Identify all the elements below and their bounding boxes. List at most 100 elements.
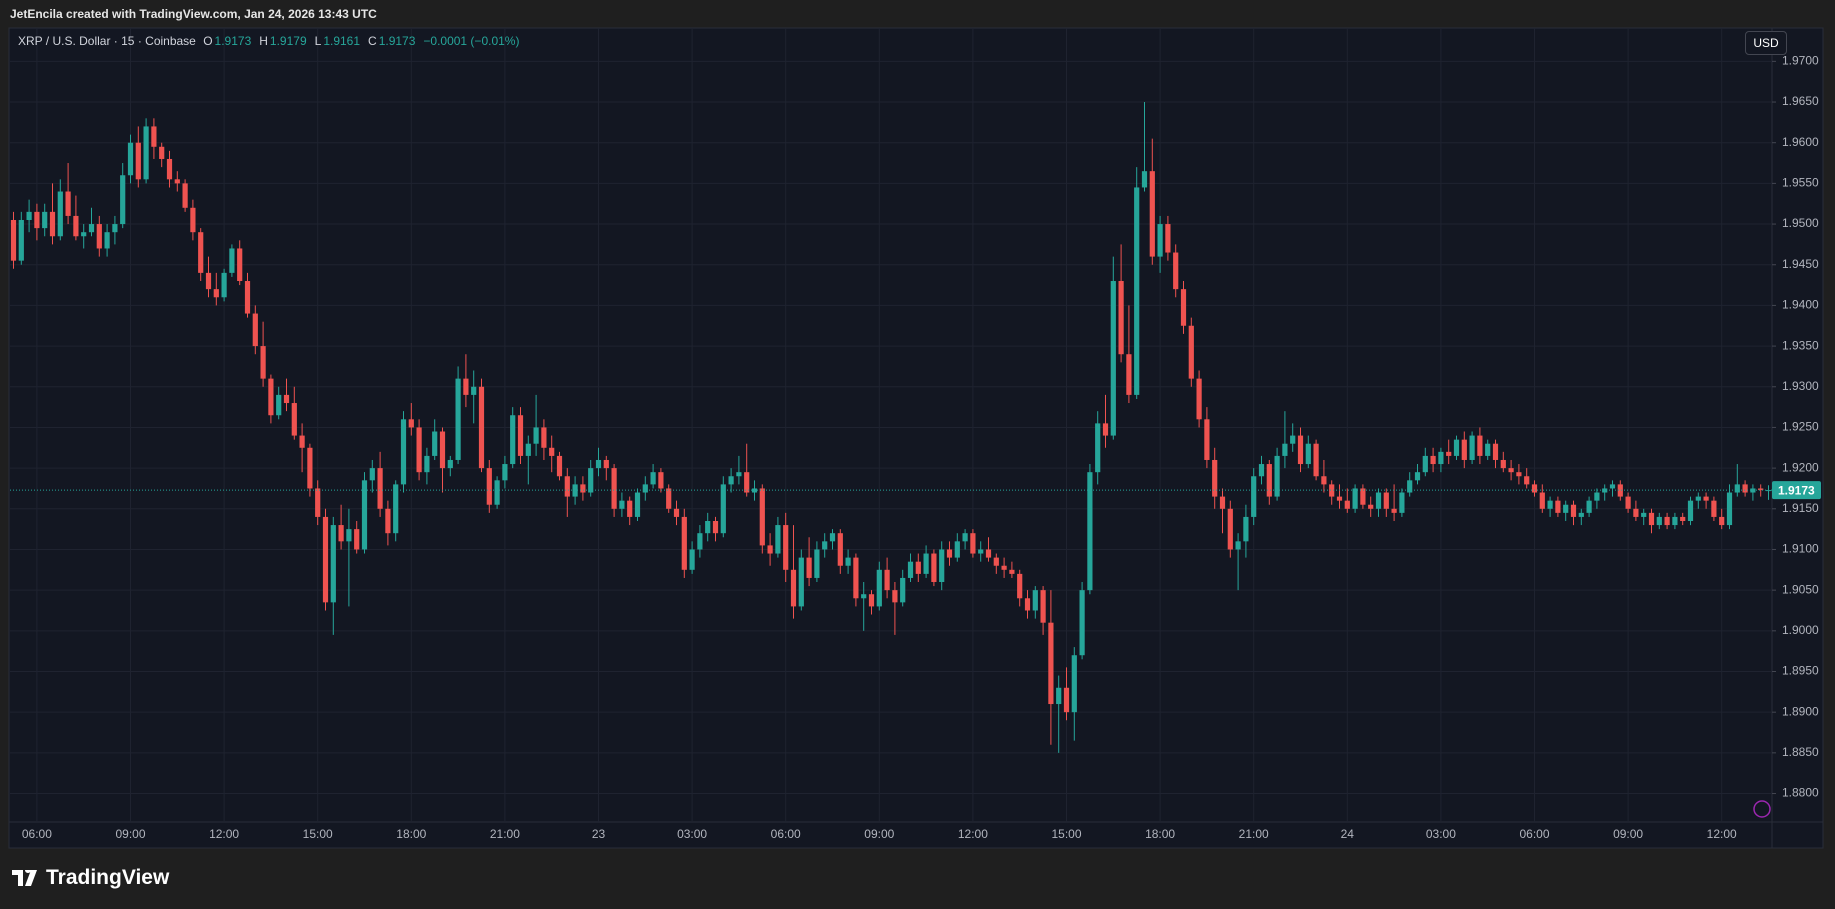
- candle-body: [1672, 516, 1678, 526]
- y-tick-label: 1.9300: [1782, 379, 1819, 393]
- candle-body: [798, 557, 804, 607]
- candle-body: [1617, 484, 1623, 497]
- x-tick-label: 12:00: [958, 827, 988, 841]
- ohlc-value: 1.9173: [214, 34, 252, 48]
- candle-body: [915, 561, 921, 574]
- candle-body: [1539, 492, 1545, 509]
- candle-body: [510, 415, 516, 465]
- change: −0.0001 (−0.01%): [423, 34, 520, 48]
- candle-body: [198, 232, 204, 273]
- candle-body: [455, 378, 461, 460]
- candle-body: [541, 427, 547, 448]
- x-tick-label: 18:00: [1145, 827, 1175, 841]
- x-tick-label: 03:00: [1426, 827, 1456, 841]
- candle-body: [1391, 508, 1397, 513]
- candle-body: [1118, 281, 1124, 355]
- candle-body: [1500, 459, 1506, 469]
- candle-body: [861, 594, 867, 599]
- candle-body: [315, 488, 321, 517]
- candle-body: [736, 472, 742, 477]
- x-tick-label: 12:00: [1707, 827, 1737, 841]
- candle-body: [65, 191, 71, 216]
- candle-body: [159, 146, 165, 159]
- ohlc-key: L: [314, 34, 322, 48]
- candle-body: [338, 525, 344, 542]
- last-price-tag: [1772, 481, 1821, 500]
- x-tick-label: 09:00: [115, 827, 145, 841]
- candle-body: [829, 533, 836, 542]
- candle-body: [1009, 569, 1015, 574]
- candle-body: [416, 427, 422, 473]
- candle-body: [845, 557, 851, 566]
- candle-body: [1446, 451, 1452, 456]
- candle-body: [634, 492, 641, 517]
- candle-body: [322, 516, 329, 603]
- candle-body: [1422, 455, 1428, 473]
- x-tick-label: 15:00: [1051, 827, 1081, 841]
- last-price-label: 1.9173: [1778, 483, 1815, 497]
- candle-body: [978, 549, 984, 554]
- candle-body: [1134, 187, 1140, 395]
- candle-body: [595, 459, 602, 469]
- candle-body: [478, 386, 485, 469]
- candle-body: [1375, 492, 1382, 509]
- candle-body: [712, 520, 719, 534]
- candle-body: [1040, 590, 1046, 623]
- candle-body: [1165, 224, 1171, 253]
- candle-body: [1430, 455, 1436, 465]
- candle-body: [900, 577, 906, 603]
- candle-body: [1648, 512, 1655, 526]
- candle-body: [790, 569, 797, 607]
- y-tick-label: 1.9050: [1782, 582, 1819, 596]
- candle-body: [1625, 496, 1631, 509]
- y-tick-label: 1.8800: [1782, 786, 1819, 800]
- y-tick-label: 1.9400: [1782, 298, 1819, 312]
- assistant-icon[interactable]: [1753, 800, 1771, 818]
- candle-body: [104, 232, 110, 249]
- candle-body: [1594, 492, 1600, 501]
- candle-body: [260, 346, 266, 379]
- candle-body: [1414, 472, 1421, 481]
- chart-pane: [8, 27, 1824, 849]
- candle-body: [244, 281, 251, 314]
- currency-button[interactable]: USD: [1745, 31, 1787, 55]
- candle-body: [377, 468, 383, 509]
- ohlc-key: H: [259, 34, 268, 48]
- x-tick-label: 23: [592, 827, 606, 841]
- candle-body: [330, 525, 336, 603]
- candle-body: [190, 207, 196, 233]
- candle-body: [580, 484, 586, 493]
- candle-body: [1188, 325, 1194, 379]
- candle-body: [432, 431, 438, 456]
- candle-body: [127, 142, 134, 176]
- candle-body: [1578, 512, 1584, 517]
- candle-body: [1336, 496, 1343, 501]
- candle-body: [822, 541, 828, 550]
- candle-body: [868, 594, 875, 607]
- candle-body: [1180, 289, 1187, 326]
- x-tick-label: 09:00: [864, 827, 894, 841]
- candle-body: [1711, 500, 1717, 517]
- grid: [10, 28, 1772, 822]
- candle-body: [88, 224, 95, 233]
- candle-body: [767, 545, 773, 554]
- candle-body: [1492, 443, 1499, 460]
- candle-body: [556, 455, 563, 477]
- x-tick-label: 09:00: [1613, 827, 1643, 841]
- candle-body: [1056, 687, 1062, 705]
- candle-body: [744, 472, 750, 493]
- candle-body: [1204, 419, 1210, 460]
- candle-body: [1360, 488, 1366, 505]
- candle-body: [1282, 443, 1288, 456]
- candle-body: [34, 211, 40, 229]
- candle-body: [369, 468, 375, 481]
- candle-body: [1477, 435, 1483, 456]
- y-tick-label: 1.8900: [1782, 704, 1819, 718]
- candle-body: [1227, 508, 1233, 550]
- x-tick-label: 18:00: [396, 827, 426, 841]
- candle-body: [1063, 687, 1070, 713]
- candle-body: [1680, 516, 1686, 521]
- candle-body: [650, 472, 656, 485]
- x-tick-label: 24: [1341, 827, 1355, 841]
- candle-body: [291, 403, 297, 436]
